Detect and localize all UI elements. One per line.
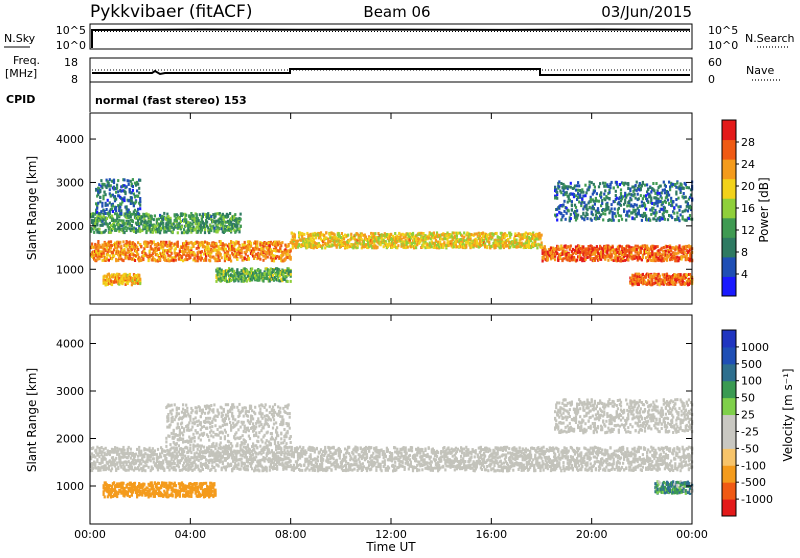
search-tick-top: 10^5 xyxy=(708,24,738,37)
power-colorbar-tick-5: 24 xyxy=(741,158,755,171)
velocity-colorbar-cell-0 xyxy=(722,499,736,516)
nave-tick-top: 60 xyxy=(708,56,722,69)
power-colorbar-cell-7 xyxy=(722,140,736,160)
velocity-colorbar-tick-2: 100 xyxy=(741,375,762,388)
power-colorbar-tick-3: 16 xyxy=(741,202,755,215)
velocity-colorbar-cell-9 xyxy=(722,347,736,364)
velocity-colorbar-cell-8 xyxy=(722,364,736,381)
velocity-colorbar-cell-6 xyxy=(722,398,736,415)
freq-label: Freq. xyxy=(13,54,40,67)
power-colorbar-tick-6: 28 xyxy=(741,136,755,149)
power-band-7 xyxy=(103,273,142,287)
date-label: 03/Jun/2015 xyxy=(601,3,692,21)
velocity-ytick-2: 3000 xyxy=(56,385,84,398)
power-colorbar-cell-4 xyxy=(722,198,736,218)
power-colorbar-cell-8 xyxy=(722,120,736,140)
power-ytick-2: 3000 xyxy=(56,176,84,189)
freq-series xyxy=(92,69,690,75)
power-ylabel: Slant Range [km] xyxy=(25,156,39,260)
time-tick-2: 08:00 xyxy=(275,528,307,541)
freq-unit-label: [MHz] xyxy=(5,67,37,80)
velocity-colorbar-cell-3 xyxy=(722,448,736,465)
time-tick-5: 20:00 xyxy=(576,528,608,541)
velocity-band-4 xyxy=(654,480,693,495)
nave-label: Nave xyxy=(746,64,774,77)
velocity-colorbar-tick-8: -500 xyxy=(741,476,766,489)
power-ytick-1: 2000 xyxy=(56,220,84,233)
velocity-colorbar-tick-3: 50 xyxy=(741,392,755,405)
cpid-text: normal (fast stereo) 153 xyxy=(95,94,247,107)
power-colorbar-tick-0: 4 xyxy=(741,268,748,281)
power-band-2 xyxy=(542,244,694,262)
velocity-colorbar-tick-5: -25 xyxy=(741,425,759,438)
power-colorbar-cell-6 xyxy=(722,159,736,179)
power-colorbar-cell-2 xyxy=(722,237,736,257)
station-title: Pykkvibaer (fitACF) xyxy=(90,2,252,22)
time-axis-label: Time UT xyxy=(365,540,416,554)
velocity-colorbar-tick-6: -50 xyxy=(741,442,759,455)
power-colorbar-tick-2: 12 xyxy=(741,224,755,237)
power-panel: 1000 2000 3000 4000 Slant Range [km] 4 8 12 16… xyxy=(25,113,771,304)
sky-tick-top: 10^5 xyxy=(56,24,86,37)
velocity-colorbar-label: Velocity [m s⁻¹] xyxy=(781,368,795,461)
beam-label: Beam 06 xyxy=(363,3,430,21)
freq-tick-top: 18 xyxy=(64,56,78,69)
power-colorbar-tick-1: 8 xyxy=(741,246,748,259)
velocity-colorbar-cell-10 xyxy=(722,330,736,347)
velocity-colorbar-cell-1 xyxy=(722,482,736,499)
velocity-colorbar-tick-0: 1000 xyxy=(741,341,769,354)
power-colorbar-cell-0 xyxy=(722,276,736,296)
power-colorbar-tick-4: 20 xyxy=(741,180,755,193)
cpid-label: CPID xyxy=(6,93,35,106)
nsearch-label: N.Search xyxy=(745,32,795,45)
velocity-ytick-1: 2000 xyxy=(56,433,84,446)
time-tick-4: 16:00 xyxy=(475,528,507,541)
velocity-colorbar-cell-4 xyxy=(722,431,736,448)
velocity-ylabel: Slant Range [km] xyxy=(25,368,39,472)
time-tick-1: 04:00 xyxy=(174,528,206,541)
velocity-ytick-3: 4000 xyxy=(56,338,84,351)
nave-tick-bottom: 0 xyxy=(708,73,715,86)
velocity-colorbar-tick-9: -1000 xyxy=(741,493,773,506)
nsky-series xyxy=(92,30,690,49)
search-tick-bottom: 10^0 xyxy=(708,39,738,52)
power-colorbar-label: Power [dB] xyxy=(757,177,771,242)
time-tick-0: 00:00 xyxy=(74,528,106,541)
velocity-colorbar-cell-5 xyxy=(722,415,736,432)
power-colorbar-cell-5 xyxy=(722,179,736,199)
power-colorbar-cell-1 xyxy=(722,257,736,277)
sky-panel: N.Sky 10^5 10^0 10^5 10^0 N.Search xyxy=(4,24,795,52)
velocity-ytick-0: 1000 xyxy=(56,480,84,493)
velocity-colorbar-cell-2 xyxy=(722,465,736,482)
freq-tick-bottom: 8 xyxy=(71,73,78,86)
velocity-colorbar-tick-4: 25 xyxy=(741,409,755,422)
velocity-colorbar-cell-7 xyxy=(722,381,736,398)
power-ytick-3: 4000 xyxy=(56,133,84,146)
velocity-colorbar-tick-7: -100 xyxy=(741,459,766,472)
power-ytick-0: 1000 xyxy=(56,263,84,276)
sky-tick-bottom: 10^0 xyxy=(56,39,86,52)
nsky-label: N.Sky xyxy=(4,32,36,45)
power-band-1 xyxy=(291,231,543,249)
power-colorbar-cell-3 xyxy=(722,218,736,238)
velocity-colorbar-tick-1: 500 xyxy=(741,358,762,371)
time-tick-6: 00:00 xyxy=(676,528,708,541)
freq-panel: Freq. [MHz] 18 8 60 0 Nave xyxy=(5,54,782,86)
